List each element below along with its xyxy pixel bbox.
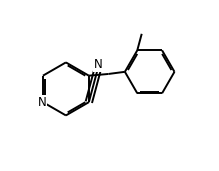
Text: N: N — [94, 58, 103, 71]
Text: N: N — [38, 96, 46, 109]
